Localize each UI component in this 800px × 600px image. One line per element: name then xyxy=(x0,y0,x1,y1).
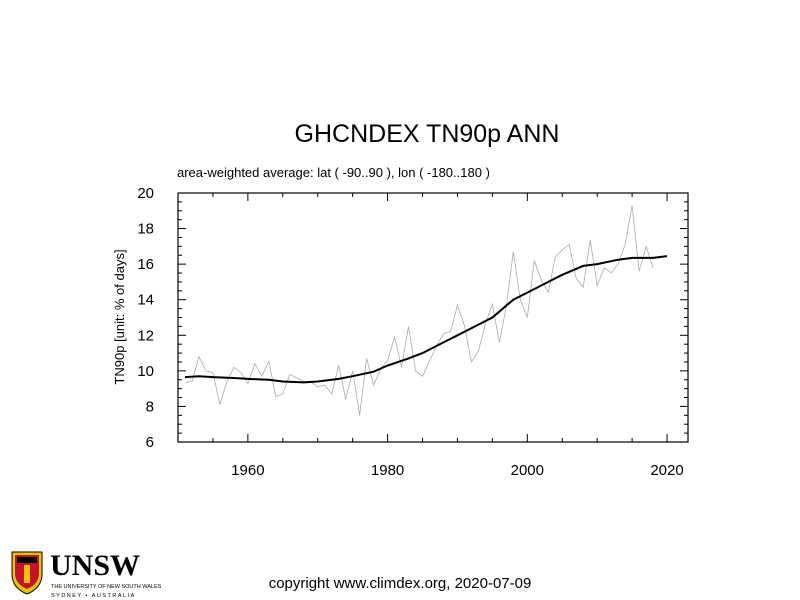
y-axis-label: TN90p [unit: % of days] xyxy=(112,249,127,384)
copyright-text: copyright www.climdex.org, 2020-07-09 xyxy=(269,575,532,592)
plot-frame xyxy=(177,192,689,443)
crest-band-icon xyxy=(17,557,37,563)
chart-subtitle: area-weighted average: lat ( -90..90 ), … xyxy=(177,165,490,180)
crest-cross-icon xyxy=(24,565,30,583)
y-tick-label: 6 xyxy=(146,434,154,451)
x-tick-label: 1980 xyxy=(371,462,404,479)
y-tick-label: 20 xyxy=(137,185,154,202)
x-tick-label: 1960 xyxy=(231,462,264,479)
logo-line1: THE UNIVERSITY OF NEW SOUTH WALES xyxy=(51,584,162,590)
x-tick-label: 2000 xyxy=(511,462,544,479)
series-line-annual xyxy=(184,205,654,416)
y-tick-label: 8 xyxy=(146,398,154,415)
chart-title: GHCNDEX TN90p ANN xyxy=(295,120,560,148)
logo-line2: SYDNEY • AUSTRALIA xyxy=(51,593,136,599)
series-line-smoothed xyxy=(184,255,668,384)
logo-wordmark: UNSW xyxy=(50,549,140,582)
y-tick-label: 18 xyxy=(137,221,154,238)
y-tick-label: 12 xyxy=(137,327,154,344)
x-tick-label: 2020 xyxy=(650,462,683,479)
y-tick-label: 14 xyxy=(137,292,154,309)
y-tick-label: 10 xyxy=(137,363,154,380)
unsw-logo: UNSW THE UNIVERSITY OF NEW SOUTH WALES S… xyxy=(11,549,162,599)
y-tick-label: 16 xyxy=(137,256,154,273)
